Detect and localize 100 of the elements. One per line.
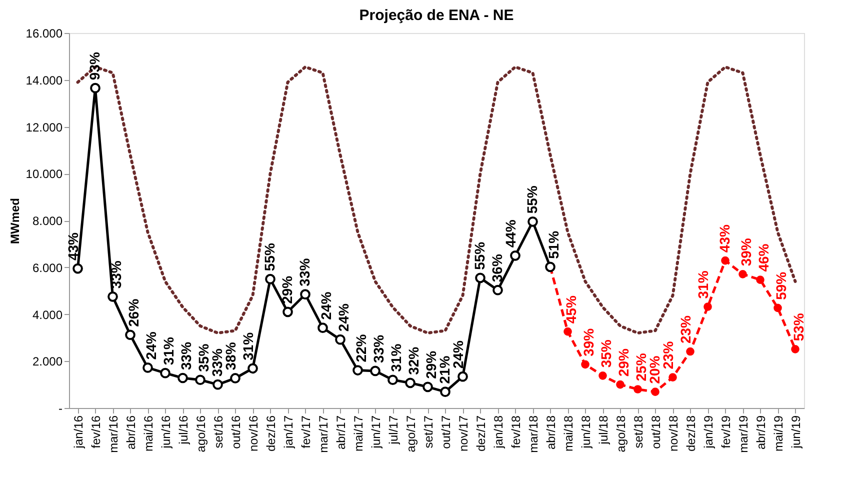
annotation: 22%	[352, 334, 369, 362]
y-tick-label: 6.000	[32, 260, 63, 275]
point	[721, 256, 730, 265]
point	[352, 365, 363, 376]
annotation: 33%	[370, 334, 386, 363]
annotation: 31%	[694, 270, 711, 299]
point	[335, 334, 346, 345]
x-tick-label: fev/16	[88, 415, 103, 448]
point	[458, 371, 468, 382]
annotation: 26%	[125, 298, 142, 327]
x-tick-label: jun/19	[788, 415, 803, 450]
x-tick-label: mai/17	[351, 415, 366, 452]
annotation: 39%	[738, 238, 754, 266]
point	[388, 374, 398, 386]
x-tick-label: nov/17	[456, 415, 470, 452]
y-tick-label: 12.000	[26, 120, 63, 134]
point	[72, 263, 83, 274]
point	[634, 385, 642, 394]
x-tick-label: fev/18	[508, 415, 523, 448]
annotation: 23%	[660, 340, 676, 370]
point	[492, 284, 503, 296]
x-tick-label: mai/19	[771, 415, 786, 452]
point	[370, 366, 380, 376]
x-tick-label: abr/19	[754, 415, 768, 450]
x-tick-label: set/18	[631, 415, 646, 448]
x-tick-label: jul/16	[176, 415, 190, 446]
point	[265, 274, 276, 284]
annotation: 55%	[471, 241, 488, 270]
point	[704, 302, 712, 311]
annotation: 33%	[178, 341, 194, 370]
point	[581, 360, 590, 369]
point	[756, 276, 764, 284]
point	[686, 347, 694, 356]
y-axis-title: MWmed	[8, 198, 22, 244]
annotation: 55%	[524, 185, 540, 214]
point	[90, 82, 100, 94]
annotation: 24%	[335, 302, 352, 332]
point	[405, 378, 416, 388]
point	[300, 289, 310, 300]
annotation: 43%	[64, 232, 81, 261]
x-tick-label: nov/16	[246, 415, 260, 452]
x-tick-label: mar/18	[526, 415, 540, 453]
x-tick-label: jan/19	[701, 415, 716, 450]
annotation: 24%	[142, 331, 159, 360]
annotation: 21%	[436, 355, 452, 384]
x-tick-label: jan/16	[71, 415, 86, 450]
x-tick-label: set/16	[211, 415, 226, 448]
annotation: 43%	[716, 224, 732, 253]
annotation: 33%	[296, 258, 312, 286]
annotation: 29%	[615, 348, 632, 377]
point	[651, 388, 660, 396]
x-tick-label: abr/16	[124, 415, 138, 450]
point	[248, 363, 258, 374]
annotation: 55%	[261, 242, 278, 272]
point	[668, 373, 677, 382]
x-tick-label: jun/16	[158, 415, 173, 450]
point	[774, 304, 782, 312]
y-tick-label: 14.000	[26, 73, 63, 88]
annotation: 36%	[488, 254, 505, 282]
x-tick-label: mai/16	[141, 415, 156, 452]
annotation: 24%	[318, 291, 334, 320]
point	[791, 345, 800, 354]
annotation: 93%	[86, 52, 102, 80]
chart-title: Projeção de ENA - NE	[359, 7, 514, 24]
point	[422, 382, 433, 392]
annotation: 44%	[502, 219, 518, 248]
x-tick-label: jul/18	[596, 415, 610, 446]
annotation: 46%	[755, 243, 772, 272]
point	[738, 270, 747, 278]
y-tick-label: 10.000	[26, 167, 63, 182]
annotation: 31%	[240, 332, 256, 360]
x-tick-label: jun/17	[368, 415, 383, 450]
annotation: 39%	[580, 328, 596, 356]
x-tick-label: dez/16	[264, 415, 278, 452]
point	[318, 322, 328, 334]
annotation: 20%	[646, 355, 662, 384]
x-tick-label: out/18	[648, 415, 663, 449]
point	[510, 250, 520, 261]
x-tick-label: abr/18	[544, 415, 558, 450]
x-tick-label: nov/18	[666, 415, 680, 452]
point	[528, 216, 538, 227]
x-tick-label: jan/17	[281, 415, 296, 450]
point	[160, 368, 170, 378]
x-tick-label: fev/19	[718, 415, 733, 448]
x-tick-label: ago/18	[614, 415, 628, 452]
point	[440, 386, 450, 398]
annotation: 53%	[790, 312, 806, 342]
point	[125, 330, 136, 340]
point	[195, 374, 206, 386]
y-tick-label: 16.000	[26, 26, 63, 40]
x-tick-label: out/17	[438, 415, 453, 449]
annotation: 38%	[222, 342, 238, 370]
y-tick-label: 4.000	[32, 308, 63, 322]
x-tick-label: jun/18	[578, 415, 593, 450]
x-tick-label: jul/17	[386, 415, 400, 446]
annotation: 33%	[208, 348, 225, 377]
point	[212, 379, 223, 390]
annotation: 51%	[545, 230, 562, 259]
x-tick-label: jan/18	[491, 415, 506, 450]
x-tick-label: mai/18	[561, 415, 576, 452]
